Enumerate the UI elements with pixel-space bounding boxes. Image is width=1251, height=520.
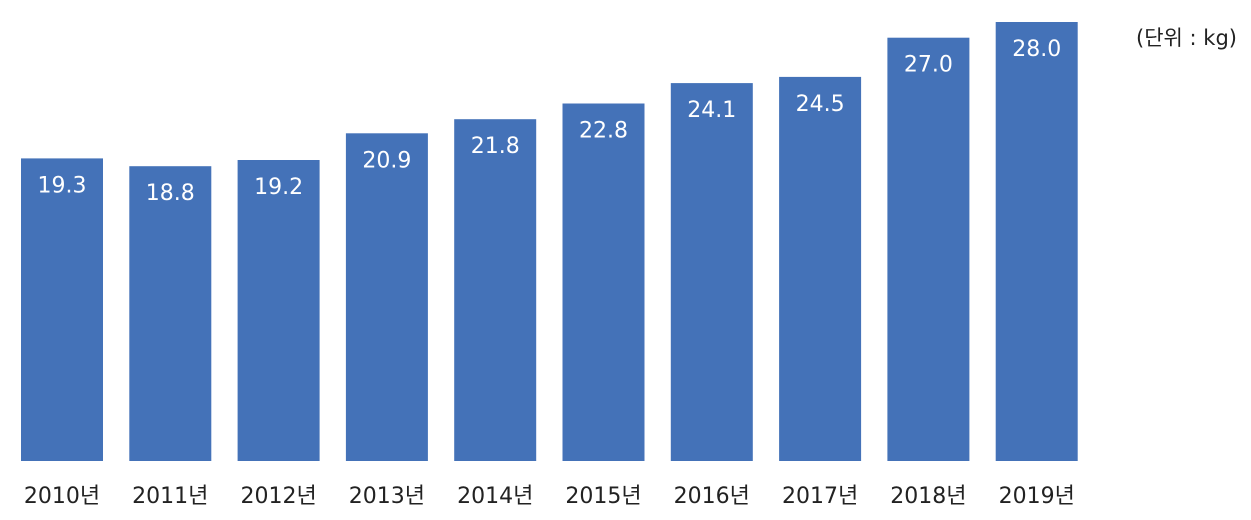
bar-value-label: 24.5 — [796, 92, 845, 117]
bar-value-label: 20.9 — [362, 148, 411, 173]
bar-value-label: 19.3 — [38, 173, 87, 198]
bar-2019년 — [995, 22, 1078, 461]
bar-value-label: 28.0 — [1012, 37, 1061, 62]
bar-2012년 — [237, 160, 320, 461]
x-tick-label: 2017년 — [782, 484, 858, 509]
bar-value-label: 18.8 — [146, 181, 195, 206]
bar-value-label: 24.1 — [687, 98, 736, 123]
bar-2018년 — [887, 37, 970, 461]
x-tick-label: 2010년 — [24, 484, 100, 509]
bar-2013년 — [345, 133, 428, 462]
bar-value-label: 21.8 — [471, 134, 520, 159]
x-tick-label: 2012년 — [240, 484, 316, 509]
bar-2014년 — [454, 119, 537, 461]
bar-2016년 — [670, 83, 753, 461]
x-tick-label: 2015년 — [565, 484, 641, 509]
x-tick-label: 2018년 — [890, 484, 966, 509]
bar-value-label: 22.8 — [579, 119, 628, 144]
bar-2011년 — [129, 166, 212, 461]
x-tick-label: 2013년 — [349, 484, 425, 509]
bar-value-label: 19.2 — [254, 175, 303, 200]
unit-label: (단위 : kg) — [1136, 26, 1237, 50]
x-tick-label: 2016년 — [674, 484, 750, 509]
x-tick-label: 2011년 — [132, 484, 208, 509]
value-labels-group: 19.3 18.8 19.2 20.9 21.8 22.8 24.1 24.5 27.0 28.0 — [38, 37, 1062, 206]
bar-2017년 — [779, 76, 862, 462]
bar-2015년 — [562, 103, 645, 461]
bar-2010년 — [21, 158, 103, 461]
x-tick-label: 2014년 — [457, 484, 533, 509]
x-tick-label: 2019년 — [999, 484, 1075, 509]
bars-group — [21, 22, 1078, 462]
x-tick-labels-group: 2010년 2011년 2012년 2013년 2014년 2015년 2016년 2017년… — [24, 484, 1075, 509]
bar-value-label: 27.0 — [904, 53, 953, 78]
